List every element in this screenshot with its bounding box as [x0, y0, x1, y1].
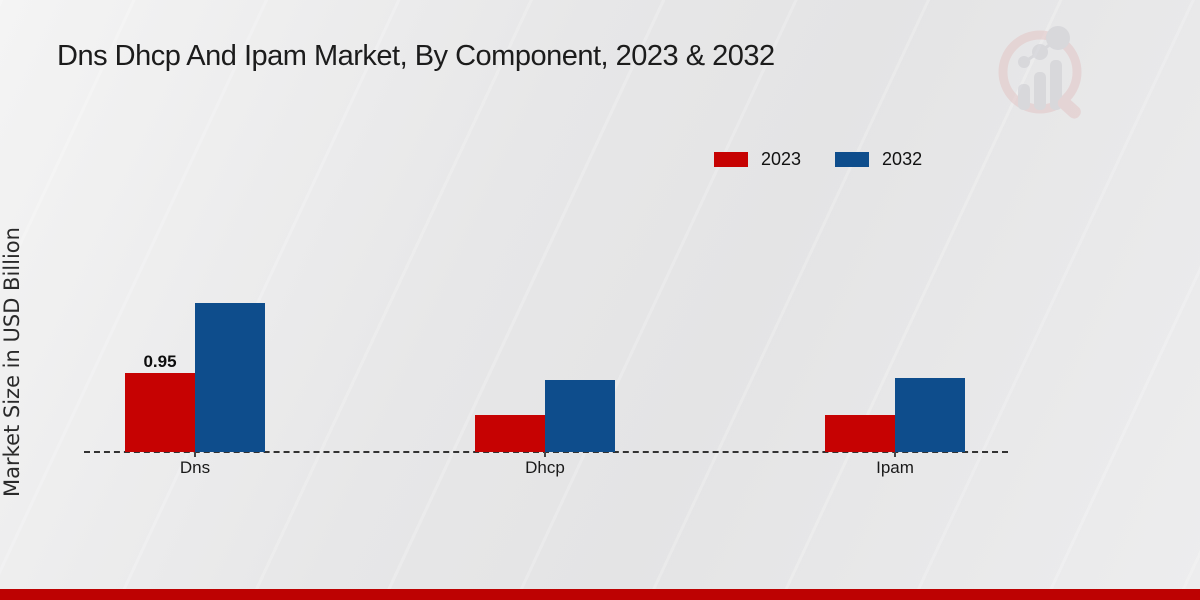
x-axis-baseline [84, 451, 1008, 453]
x-axis-tick [194, 452, 196, 457]
x-axis-tick [894, 452, 896, 457]
legend-label-2032: 2032 [882, 149, 923, 169]
bar-group-dhcp [475, 380, 615, 452]
x-axis-tick [544, 452, 546, 457]
bar-2023-dhcp [475, 415, 545, 452]
chart-title: Dns Dhcp And Ipam Market, By Component, … [57, 40, 775, 72]
bottom-accent-strip [0, 589, 1200, 600]
category-label-dns: Dns [179, 458, 211, 477]
legend-label-2023: 2023 [761, 149, 802, 169]
bar-2032-dns [195, 303, 265, 452]
bar-2023-ipam [825, 415, 895, 452]
bar-2023-dns: 0.95 [125, 352, 195, 452]
market-research-logo-icon [998, 26, 1082, 119]
category-label-ipam: Ipam [876, 458, 914, 477]
bar-2032-dhcp [545, 380, 615, 452]
bar-group-ipam [825, 378, 965, 452]
bar-group-dns: 0.95 [125, 303, 265, 452]
legend-swatch-2032 [835, 152, 870, 167]
category-label-dhcp: Dhcp [525, 458, 565, 477]
legend-swatch-2023 [714, 152, 748, 167]
bar-2032-ipam [895, 378, 965, 452]
y-axis-label: Market Size in USD Billion [0, 227, 24, 497]
bar-data-label: 0.95 [143, 352, 177, 371]
legend-item-2023: 2023 [714, 149, 801, 170]
legend-item-2032: 2032 [835, 149, 922, 170]
legend: 2023 2032 [714, 149, 922, 170]
